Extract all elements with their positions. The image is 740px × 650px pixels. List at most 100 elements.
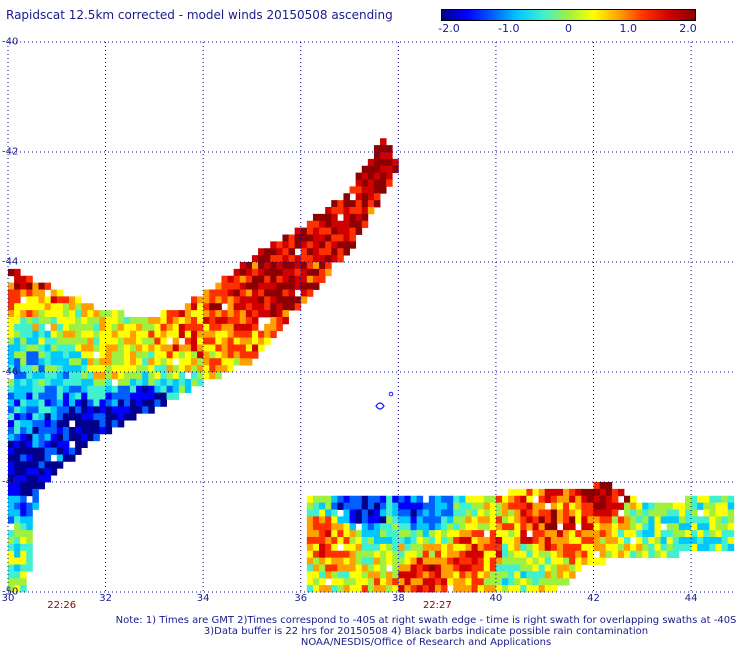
wind-cell (8, 406, 15, 414)
wind-cell (636, 550, 643, 559)
wind-cell (93, 378, 100, 387)
wind-cell (587, 495, 594, 504)
wind-cell (367, 571, 375, 579)
wind-cell (508, 537, 515, 545)
wind-cell (32, 468, 39, 476)
wind-cell (422, 585, 430, 593)
wind-cell (68, 323, 76, 332)
wind-cell (434, 530, 442, 538)
wind-cell (715, 523, 722, 531)
wind-cell (44, 392, 52, 400)
wind-cell (380, 578, 387, 586)
wind-cell (489, 516, 497, 524)
wind-cell (459, 550, 466, 559)
wind-cell (26, 482, 33, 490)
wind-cell (343, 578, 350, 586)
wind-cell (367, 172, 375, 180)
wind-cell (337, 530, 344, 538)
wind-cell (495, 509, 503, 517)
wind-cell (575, 516, 582, 524)
wind-cell (148, 406, 155, 414)
wind-cell (178, 372, 186, 380)
wind-cell (148, 392, 155, 400)
wind-cell (99, 378, 106, 387)
wind-cell (489, 578, 497, 586)
wind-cell (227, 282, 235, 290)
wind-cell (697, 495, 704, 504)
wind-cell (312, 516, 320, 524)
wind-cell (26, 296, 33, 304)
wind-cell (556, 564, 564, 572)
wind-cell (62, 440, 70, 449)
wind-cell (648, 523, 655, 531)
wind-cell (282, 310, 289, 318)
wind-cell (343, 543, 350, 552)
wind-cell (136, 372, 143, 380)
wind-cell (8, 516, 15, 524)
wind-cell (581, 509, 588, 517)
wind-cell (367, 537, 375, 545)
wind-cell (154, 372, 161, 380)
wind-cell (502, 502, 509, 510)
wind-cell (178, 323, 186, 332)
note-line-3: NOAA/NESDIS/Office of Research and Appli… (300, 637, 552, 648)
wind-cell (459, 523, 466, 531)
wind-cell (32, 385, 39, 394)
wind-cell (105, 317, 113, 325)
wind-cell (520, 564, 527, 572)
wind-cell (38, 392, 45, 400)
wind-cell (111, 337, 119, 345)
wind-cell (14, 303, 21, 311)
wind-cell (526, 495, 533, 504)
wind-cell (312, 571, 320, 579)
wind-cell (93, 433, 100, 442)
wind-cell (453, 571, 460, 579)
wind-cell (319, 213, 326, 222)
wind-cell (44, 468, 52, 476)
wind-cell (81, 323, 88, 332)
wind-cell (691, 495, 698, 504)
wind-cell (50, 447, 58, 455)
wind-cell (38, 447, 45, 455)
wind-cell (477, 523, 485, 531)
wind-cell (380, 158, 387, 167)
wind-cell (611, 523, 619, 531)
wind-cell (684, 516, 692, 524)
wind-cell (306, 578, 314, 586)
wind-cell (526, 571, 533, 579)
wind-cell (660, 516, 668, 524)
wind-cell (62, 406, 70, 414)
wind-cell (355, 550, 363, 559)
wind-cell (349, 585, 357, 593)
wind-cell (502, 523, 509, 531)
wind-cell (569, 509, 576, 517)
wind-cell (715, 530, 722, 538)
wind-cell (349, 543, 357, 552)
wind-cell (361, 207, 369, 215)
wind-cell (355, 585, 363, 593)
wind-cell (331, 495, 338, 504)
wind-cell (239, 323, 247, 332)
wind-cell (337, 495, 344, 504)
wind-cell (447, 516, 454, 524)
wind-cell (264, 289, 271, 297)
wind-cell (386, 550, 393, 559)
wind-cell (99, 406, 106, 414)
wind-cell (8, 337, 15, 345)
wind-cell (331, 578, 338, 586)
wind-cell (8, 323, 15, 332)
wind-cell (532, 564, 540, 572)
wind-cell (654, 543, 661, 552)
wind-cell (684, 537, 692, 545)
wind-cell (172, 372, 180, 380)
wind-cell (514, 530, 521, 538)
wind-cell (556, 530, 564, 538)
wind-cell (325, 543, 332, 552)
wind-cell (81, 385, 88, 394)
wind-cell (203, 344, 210, 352)
wind-cell (331, 543, 338, 552)
wind-cell (441, 516, 448, 524)
wind-cell (312, 262, 320, 270)
wind-cell (8, 385, 15, 394)
wind-cell (526, 557, 533, 565)
